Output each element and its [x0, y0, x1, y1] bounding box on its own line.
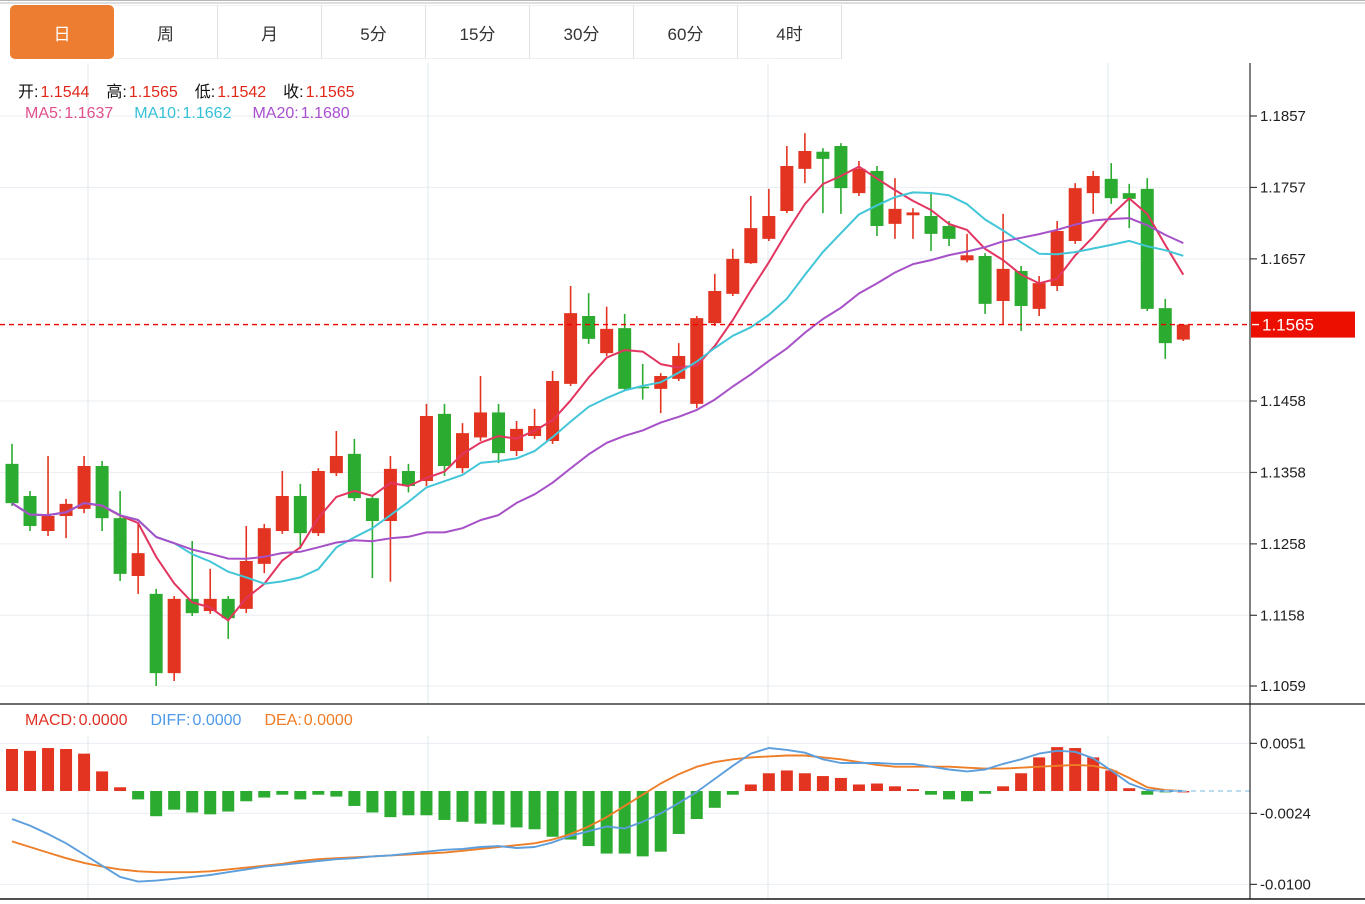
dea-value: 0.0000 [303, 712, 353, 729]
last-price-tag: 1.1565 [1251, 311, 1355, 338]
svg-text:1.1258: 1.1258 [1260, 536, 1306, 553]
tab-timeframe-4[interactable]: 15分 [426, 5, 530, 59]
macd-layer [6, 747, 1250, 883]
svg-text:1.1458: 1.1458 [1260, 393, 1306, 410]
tab-timeframe-7[interactable]: 4时 [738, 5, 842, 59]
ma5-line [11, 165, 1185, 622]
svg-text:0.0051: 0.0051 [1260, 735, 1306, 752]
ma10-value: 1.1662 [182, 105, 232, 122]
ma5-readout: MA5: 1.1637 [25, 105, 113, 123]
low-value: 1.1542 [217, 84, 267, 101]
svg-text:-0.0024: -0.0024 [1260, 805, 1311, 822]
macd-value: 0.0000 [78, 712, 128, 729]
diff-value: 0.0000 [192, 712, 242, 729]
macd-value-readout: MACD: 0.0000 [25, 712, 128, 730]
tab-timeframe-3[interactable]: 5分 [322, 5, 426, 59]
grid-layer [0, 63, 1250, 899]
ma-lines-layer [11, 165, 1185, 622]
tab-timeframe-1[interactable]: 周 [114, 5, 218, 59]
timeframe-tabbar: 日周月 5分 15分 30分 60分 4时 [10, 5, 842, 59]
ma5-label: MA5: [25, 105, 63, 122]
svg-text:1.1358: 1.1358 [1260, 464, 1306, 481]
svg-text:1.1757: 1.1757 [1260, 179, 1306, 196]
tab-timeframe-5[interactable]: 30分 [530, 5, 634, 59]
diff-line [11, 747, 1184, 883]
svg-text:1.1059: 1.1059 [1260, 678, 1306, 695]
svg-text:-0.0100: -0.0100 [1260, 876, 1311, 893]
dea-label: DEA: [264, 712, 302, 729]
diff-label: DIFF: [150, 712, 191, 729]
ohlc-readout: 开: 1.1544 高: 1.1565 低: 1.1542 收: 1.1565 [18, 78, 355, 102]
svg-text:1.1565: 1.1565 [1262, 316, 1314, 335]
ohlc-low: 低: 1.1542 [195, 78, 266, 102]
ma20-value: 1.1680 [300, 105, 350, 122]
tab-timeframe-2[interactable]: 月 [218, 5, 322, 59]
open-value: 1.1544 [40, 84, 90, 101]
ohlc-high: 高: 1.1565 [106, 78, 177, 102]
tab-timeframe-0[interactable]: 日 [10, 5, 114, 59]
svg-text:1.1158: 1.1158 [1260, 607, 1305, 624]
candles-layer [5, 133, 1190, 687]
ma10-readout: MA10: 1.1662 [134, 105, 231, 123]
ohlc-open: 开: 1.1544 [18, 78, 89, 102]
ma10-label: MA10: [134, 105, 181, 122]
dea-value-readout: DEA: 0.0000 [264, 712, 352, 730]
ma-readout: MA5: 1.1637 MA10: 1.1662 MA20: 1.1680 [25, 105, 350, 123]
svg-text:1.1657: 1.1657 [1260, 251, 1306, 268]
svg-text:1.1857: 1.1857 [1260, 108, 1306, 125]
open-label: 开: [18, 84, 39, 101]
macd-label: MACD: [25, 712, 77, 729]
high-label: 高: [106, 84, 127, 101]
ohlc-close: 收: 1.1565 [283, 78, 354, 102]
ma20-line [11, 217, 1184, 560]
close-value: 1.1565 [305, 84, 355, 101]
ma10-line [11, 191, 1184, 585]
close-label: 收: [283, 84, 304, 101]
diff-value-readout: DIFF: 0.0000 [151, 712, 242, 730]
low-label: 低: [194, 84, 216, 101]
ma20-label: MA20: [252, 105, 299, 122]
macd-readout: MACD: 0.0000 DIFF: 0.0000 DEA: 0.0000 [25, 712, 353, 730]
ma5-value: 1.1637 [64, 105, 114, 122]
high-value: 1.1565 [128, 84, 178, 101]
tab-timeframe-6[interactable]: 60分 [634, 5, 738, 59]
ma20-readout: MA20: 1.1680 [252, 105, 349, 123]
